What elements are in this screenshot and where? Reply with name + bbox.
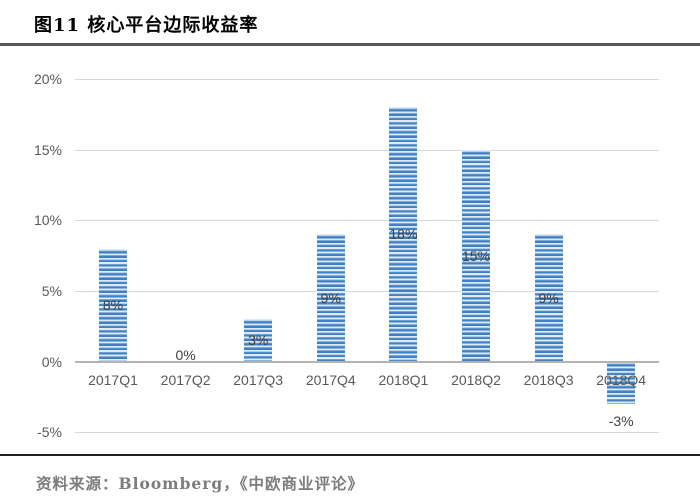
footer-divider [0, 454, 700, 456]
figure-title: 图11 核心平台边际收益率 [34, 15, 259, 36]
x-tick-label-2017Q2: 2017Q2 [160, 371, 211, 388]
data-label-2017Q3: 3% [248, 332, 269, 349]
gridline--5pct [75, 432, 659, 434]
x-axis-line [75, 360, 659, 363]
bar-2018Q2 [462, 149, 490, 362]
x-tick-label-2017Q3: 2017Q3 [233, 371, 284, 388]
source-note: 资料来源：Bloomberg，《中欧商业评论》 [36, 474, 365, 493]
y-tick-label-10: 10% [33, 212, 62, 229]
x-tick-label-2018Q2: 2018Q2 [451, 371, 501, 388]
bar-2018Q3 [534, 234, 563, 362]
gridline-15pct [75, 149, 659, 151]
data-label-2017Q4: 9% [320, 289, 341, 306]
data-label-2018Q4: -3% [608, 412, 634, 429]
gridline-10pct [75, 220, 659, 222]
x-tick-label-2017Q4: 2017Q4 [305, 371, 356, 388]
bar-2017Q1 [99, 248, 127, 362]
bar-2017Q4 [316, 234, 345, 362]
y-tick-label-0: 0% [41, 353, 62, 370]
y-tick-label--5: -5% [37, 424, 62, 441]
y-tick-label-20: 20% [33, 71, 62, 88]
gridline-5pct [75, 290, 659, 292]
y-tick-label-15: 15% [33, 141, 62, 158]
x-tick-label-2018Q3: 2018Q3 [523, 371, 574, 388]
bar-2018Q4 [607, 361, 636, 404]
gridline-20pct [75, 79, 659, 81]
bar-2018Q1 [389, 107, 418, 362]
bar-2017Q3 [244, 319, 273, 362]
data-label-2017Q1: 8% [102, 297, 124, 313]
x-tick-label-2018Q4: 2018Q4 [596, 371, 647, 388]
header-divider [0, 43, 700, 46]
data-label-2018Q1: 18% [389, 226, 418, 243]
bar-chart: 20% 15% 10% 5% 0% -5% 8% 2017Q1 0% 2017Q2 3% 2017Q3… [0, 50, 700, 450]
y-tick-label-5: 5% [41, 282, 62, 299]
data-label-2018Q3: 9% [538, 289, 559, 306]
x-tick-label-2017Q1: 2017Q1 [88, 371, 138, 388]
x-tick-label-2018Q1: 2018Q1 [378, 371, 429, 388]
data-label-2017Q2: 0% [175, 346, 196, 363]
data-label-2018Q2: 15% [461, 247, 491, 264]
